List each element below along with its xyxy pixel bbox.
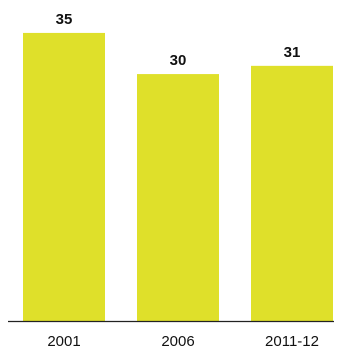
value-label-2011-12: 31 — [284, 44, 301, 61]
category-labels-layer: 2001 2006 2011-12 — [47, 333, 319, 350]
value-label-2001: 35 — [56, 11, 73, 28]
category-label-2006: 2006 — [161, 333, 194, 350]
category-label-2001: 2001 — [47, 333, 80, 350]
bars-layer — [23, 32, 333, 322]
bar-2011-12 — [251, 65, 333, 321]
value-label-2006: 30 — [170, 52, 187, 69]
bar-2001 — [23, 32, 105, 322]
value-labels-layer: 35 30 31 — [56, 11, 301, 69]
bar-2006 — [137, 74, 219, 321]
category-label-2011-12: 2011-12 — [265, 333, 319, 350]
